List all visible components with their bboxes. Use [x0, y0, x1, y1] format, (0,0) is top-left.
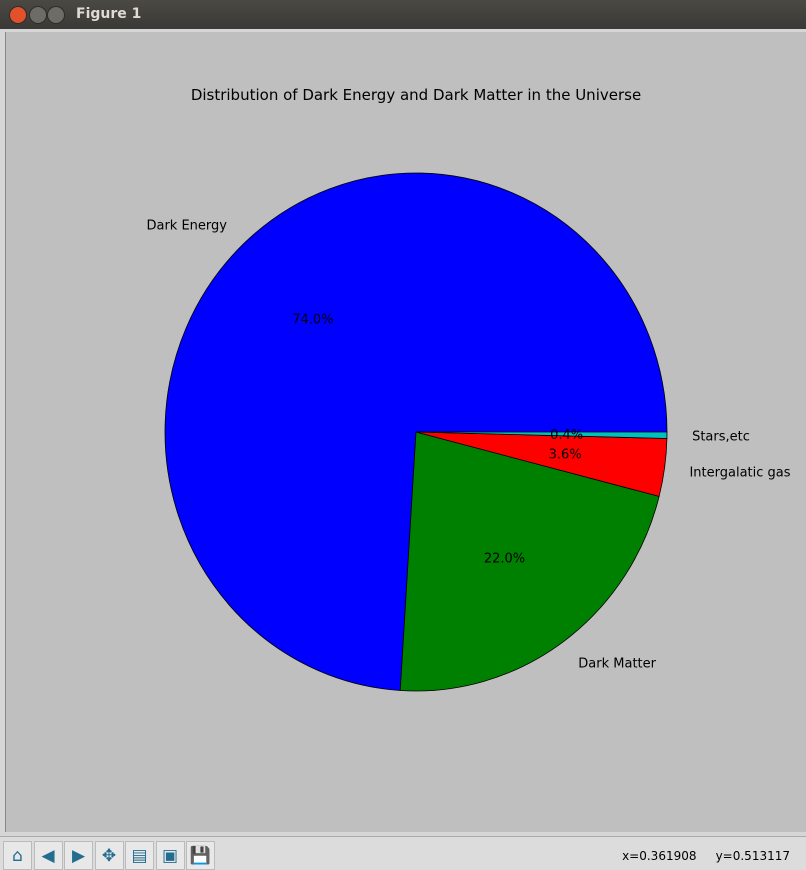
maximize-icon[interactable]	[47, 6, 65, 24]
figure-canvas[interactable]: Distribution of Dark Energy and Dark Mat…	[5, 32, 806, 832]
minimize-icon[interactable]	[29, 6, 47, 24]
coordinate-readout: x=0.361908 y=0.513117	[622, 849, 790, 863]
slice-label: Dark Energy	[146, 218, 227, 233]
pan-button[interactable]: ✥	[94, 841, 124, 870]
forward-icon: ▶	[71, 845, 86, 866]
slice-percent-label: 3.6%	[549, 447, 582, 462]
home-icon: ⌂	[12, 845, 23, 866]
back-button[interactable]: ◀	[33, 841, 63, 870]
slice-label: Dark Matter	[578, 656, 656, 671]
subplots-button[interactable]: ▣	[155, 841, 185, 870]
close-icon[interactable]	[9, 6, 27, 24]
pie-slice-stars-etc	[415, 431, 668, 439]
pie-chart: Distribution of Dark Energy and Dark Mat…	[146, 86, 791, 692]
zoom-rect-icon: ▤	[131, 845, 148, 866]
pan-icon: ✥	[101, 845, 117, 866]
save-icon: 💾	[189, 845, 212, 866]
pie-slice-dark-matter	[399, 431, 660, 692]
slice-label: Stars,etc	[692, 430, 750, 445]
forward-button[interactable]: ▶	[64, 841, 93, 870]
zoom-rect-button[interactable]: ▤	[125, 841, 154, 870]
back-icon: ◀	[41, 845, 55, 866]
x-readout: x=0.361908	[622, 849, 697, 863]
slice-percent-label: 0.4%	[550, 428, 583, 443]
subplots-icon: ▣	[161, 845, 179, 866]
window-title: Figure 1	[76, 6, 142, 22]
slice-percent-label: 22.0%	[484, 552, 525, 567]
slice-label: Intergalatic gas	[689, 465, 790, 480]
title-bar: Figure 1	[0, 0, 806, 29]
toolbar: ⌂ ◀ ▶ ✥ ▤ ▣ 💾 x=0.361908 y=0.513117	[0, 836, 806, 870]
slice-percent-label: 74.0%	[292, 313, 333, 328]
chart-title: Distribution of Dark Energy and Dark Mat…	[191, 86, 641, 104]
home-button[interactable]: ⌂	[3, 841, 32, 870]
y-readout: y=0.513117	[715, 849, 790, 863]
save-button[interactable]: 💾	[186, 841, 215, 870]
